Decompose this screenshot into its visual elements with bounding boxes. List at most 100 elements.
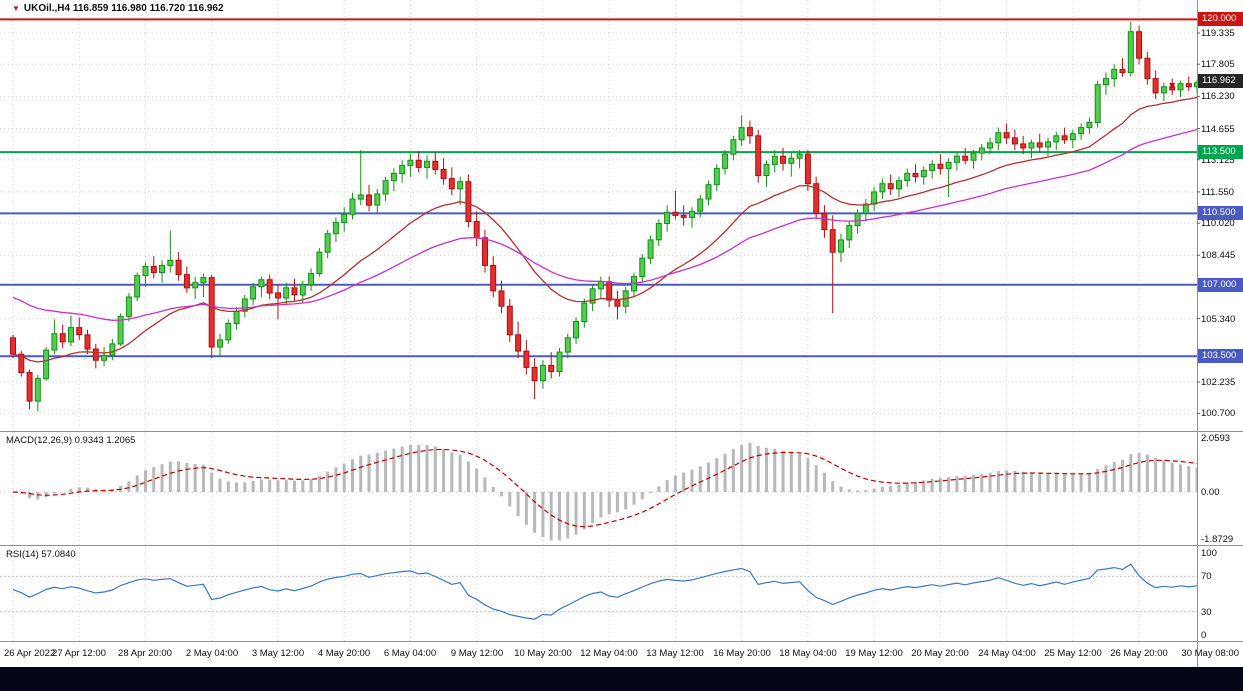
- candle: [713, 167, 720, 186]
- candle: [722, 153, 729, 169]
- candle: [1203, 82, 1208, 84]
- candle: [796, 153, 803, 159]
- candle: [1194, 82, 1197, 88]
- macd-layer: [0, 442, 1197, 541]
- candle: [250, 286, 257, 300]
- candle: [1185, 83, 1192, 88]
- candle: [1086, 122, 1093, 129]
- candle: [1003, 132, 1010, 139]
- candle: [283, 287, 290, 299]
- candle: [771, 155, 778, 165]
- candle: [159, 264, 165, 273]
- candle: [813, 183, 820, 214]
- candle: [316, 251, 323, 275]
- candle: [258, 279, 265, 288]
- candle: [498, 290, 505, 307]
- candle: [929, 163, 936, 171]
- candle: [515, 334, 522, 352]
- candle: [804, 153, 811, 185]
- candle: [945, 161, 952, 169]
- ma-slow-line: [12, 128, 1197, 321]
- candle: [887, 183, 894, 190]
- candle: [175, 259, 182, 276]
- candle: [415, 159, 422, 168]
- candle: [18, 353, 25, 374]
- candle: [374, 193, 381, 206]
- bottom-bar: [0, 667, 1243, 691]
- candle: [647, 239, 654, 259]
- candle: [738, 127, 745, 141]
- candle: [1078, 127, 1085, 135]
- candle: [672, 211, 679, 216]
- level-lines-layer: [0, 18, 1197, 358]
- candle: [34, 378, 41, 402]
- candle: [125, 296, 132, 317]
- candle: [1053, 135, 1060, 143]
- candle: [51, 333, 58, 351]
- candle: [838, 239, 844, 253]
- candle: [614, 299, 621, 307]
- candle: [26, 372, 33, 402]
- rsi-label: RSI(14) 57.0840: [6, 549, 76, 560]
- chart-canvas[interactable]: [0, 0, 1243, 667]
- candle: [76, 327, 83, 336]
- candle: [101, 354, 108, 361]
- candle: [183, 274, 190, 289]
- candle: [366, 194, 372, 206]
- candle: [953, 155, 960, 163]
- candle: [432, 160, 439, 171]
- rsi-layer: [0, 563, 1197, 620]
- candle: [780, 155, 786, 164]
- candle: [937, 163, 944, 169]
- candle: [275, 292, 281, 299]
- chart-title-text: UKOil.,H4 116.859 116.980 116.720 116.96…: [23, 3, 224, 14]
- candle: [299, 284, 306, 296]
- candle: [639, 257, 646, 278]
- candle: [846, 225, 853, 241]
- candle: [424, 160, 430, 168]
- candle: [705, 184, 712, 200]
- chart-title: ▼ UKOil.,H4 116.859 116.980 116.720 116.…: [12, 3, 224, 14]
- candle: [117, 315, 124, 345]
- ma-fast-line: [12, 96, 1197, 363]
- candle: [1144, 57, 1151, 80]
- candle: [407, 159, 414, 166]
- candle: [134, 275, 141, 298]
- candle: [217, 339, 223, 348]
- candle: [1103, 78, 1109, 86]
- candle: [862, 203, 869, 214]
- candle: [606, 281, 613, 301]
- candle: [142, 265, 149, 277]
- candle: [730, 139, 737, 155]
- candle: [1036, 142, 1043, 148]
- candle: [1069, 133, 1076, 141]
- candle: [788, 157, 795, 164]
- candle: [332, 222, 339, 235]
- candle: [556, 351, 563, 373]
- candle: [697, 198, 704, 212]
- candle: [341, 213, 348, 224]
- grid-layer: [0, 0, 1197, 641]
- current-price-marker: [1169, 83, 1176, 90]
- candle: [1136, 31, 1143, 59]
- candle: [10, 337, 16, 355]
- candle: [291, 287, 298, 296]
- candle: [1119, 68, 1126, 74]
- candle: [1028, 142, 1035, 149]
- candle: [879, 183, 886, 193]
- candle: [465, 181, 472, 222]
- candle: [531, 366, 538, 382]
- candle: [150, 265, 157, 273]
- candle: [1094, 84, 1101, 123]
- candle: [440, 168, 447, 180]
- candle: [1127, 31, 1134, 73]
- candle: [482, 237, 488, 266]
- candle: [978, 147, 985, 154]
- symbol-marker-icon: ▼: [12, 3, 20, 13]
- candle: [597, 281, 604, 290]
- candle: [1045, 141, 1051, 148]
- candle: [854, 212, 861, 227]
- candle: [84, 334, 91, 350]
- candles-layer: [10, 21, 1208, 412]
